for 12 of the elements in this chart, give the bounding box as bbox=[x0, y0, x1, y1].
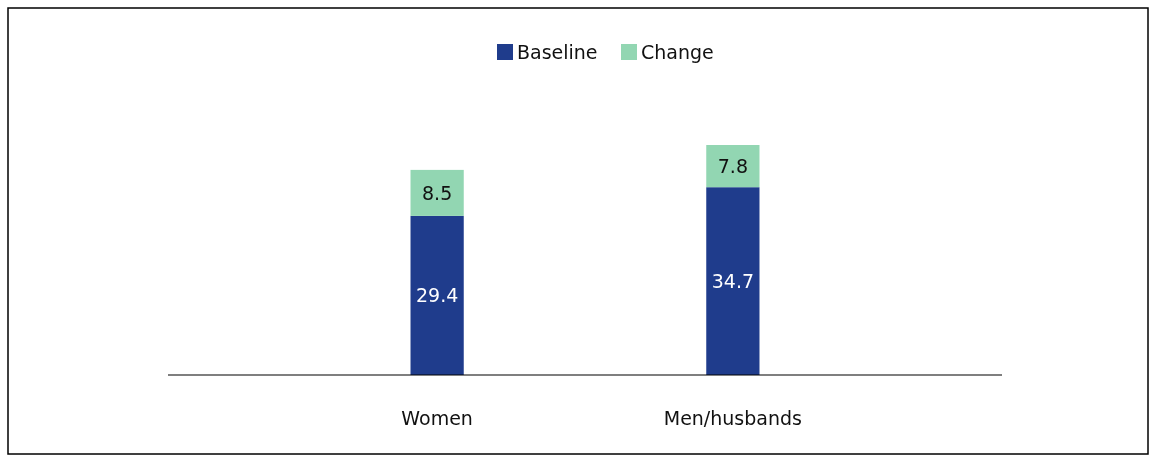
bar bbox=[410, 169, 464, 216]
x-tick-label: Men/husbands bbox=[663, 406, 802, 429]
bar bbox=[706, 187, 760, 375]
bar bbox=[706, 145, 760, 188]
bar bbox=[410, 215, 464, 375]
data-label: 34.7 bbox=[711, 269, 755, 292]
legend-label: Change bbox=[641, 40, 714, 63]
data-label: 7.8 bbox=[717, 154, 748, 177]
data-label: 8.5 bbox=[422, 181, 453, 204]
data-label: 29.4 bbox=[415, 284, 459, 307]
x-tick-label: Women bbox=[401, 406, 473, 429]
legend-label: Baseline bbox=[517, 40, 598, 63]
